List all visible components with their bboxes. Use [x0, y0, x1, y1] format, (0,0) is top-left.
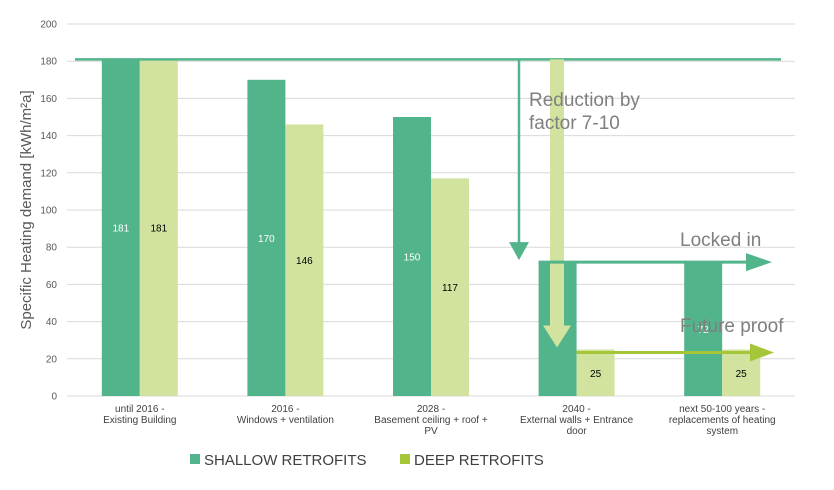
x-tick-label-line: door	[567, 426, 588, 437]
legend-label-deep: DEEP RETROFITS	[414, 452, 544, 469]
x-tick-label-line: Basement ceiling + roof +	[374, 415, 488, 426]
x-tick-label-line: 2028 -	[417, 404, 445, 415]
reduction-annotation: Reduction by factor 7-10	[529, 90, 640, 134]
deep-arrow-head	[543, 325, 571, 348]
x-tick-label-line: system	[706, 426, 738, 437]
x-tick-label: 2016 -Windows + ventilation	[237, 404, 334, 426]
x-tick-label-line: Existing Building	[103, 415, 176, 426]
data-label: 25	[590, 369, 602, 380]
data-label: 181	[112, 224, 129, 235]
legend-swatch-shallow	[190, 454, 200, 464]
y-tick-label: 160	[40, 94, 57, 105]
y-tick-label: 0	[51, 392, 57, 403]
bar	[285, 124, 324, 396]
bar	[247, 79, 286, 397]
reduction-annotation-line: Reduction by	[529, 90, 640, 111]
bar	[431, 178, 469, 396]
bars: 18117015072721811461172525	[101, 59, 761, 397]
y-tick-label: 100	[40, 206, 57, 217]
legend: SHALLOW RETROFITS DEEP RETROFITS	[190, 452, 544, 469]
data-label: 170	[258, 234, 275, 245]
x-tick-label: 2040 -External walls + Entrance door	[520, 404, 634, 437]
legend-swatch-deep	[400, 454, 410, 464]
y-tick-label: 120	[40, 168, 57, 179]
y-tick-label: 40	[46, 317, 58, 328]
locked-in-arrow-head	[746, 253, 772, 272]
y-tick-label: 20	[46, 354, 58, 365]
data-label: 25	[736, 369, 748, 380]
bar	[101, 59, 140, 397]
x-tick-label-line: 2016 -	[271, 404, 299, 415]
x-tick-label-line: until 2016 -	[115, 404, 164, 415]
x-tick-label: next 50-100 years -replacements of heati…	[669, 404, 776, 437]
y-tick-label: 60	[46, 280, 58, 291]
x-tick-label-line: Windows + ventilation	[237, 415, 334, 426]
annotations: Reduction by factor 7-10 Locked in Future p…	[75, 58, 784, 362]
x-tick-label-line: next 50-100 years -	[679, 404, 765, 415]
data-label: 146	[296, 256, 313, 267]
locked-in-annotation: Locked in	[680, 230, 761, 251]
data-label: 181	[150, 224, 167, 235]
y-tick-label: 180	[40, 57, 57, 68]
future-proof-annotation: Future proof	[680, 316, 784, 337]
deep-arrow-shaft	[550, 59, 564, 328]
x-tick-label-line: External walls + Entrance	[520, 415, 634, 426]
legend-label-shallow: SHALLOW RETROFITS	[204, 452, 367, 469]
x-tick-label: until 2016 -Existing Building	[103, 404, 176, 426]
data-label: 72	[698, 325, 710, 336]
bar	[684, 262, 723, 396]
x-axis-categories: until 2016 -Existing Building 2016 -Windo…	[103, 404, 775, 437]
x-tick-label: 2028 -Basement ceiling + roof + PV	[374, 404, 488, 437]
bar	[393, 117, 431, 396]
data-label: 117	[442, 283, 458, 294]
y-axis-label: Specific Heating demand [kWh/m²a]	[18, 90, 35, 329]
y-axis-ticks: 0 20 40 60 80 100 120 140 160 180 200	[40, 20, 57, 403]
x-tick-label-line: PV	[424, 426, 438, 437]
y-tick-label: 80	[46, 243, 58, 254]
x-tick-label-line: replacements of heating	[669, 415, 776, 426]
reduction-annotation-line: factor 7-10	[529, 113, 620, 134]
x-tick-label-line: 2040 -	[562, 404, 590, 415]
y-tick-label: 140	[40, 131, 57, 142]
y-tick-label: 200	[40, 20, 57, 31]
future-proof-arrow-head	[750, 343, 774, 362]
shallow-arrow-head	[509, 242, 529, 261]
bar	[576, 349, 615, 396]
data-label: 150	[404, 253, 421, 264]
bar	[139, 59, 178, 397]
